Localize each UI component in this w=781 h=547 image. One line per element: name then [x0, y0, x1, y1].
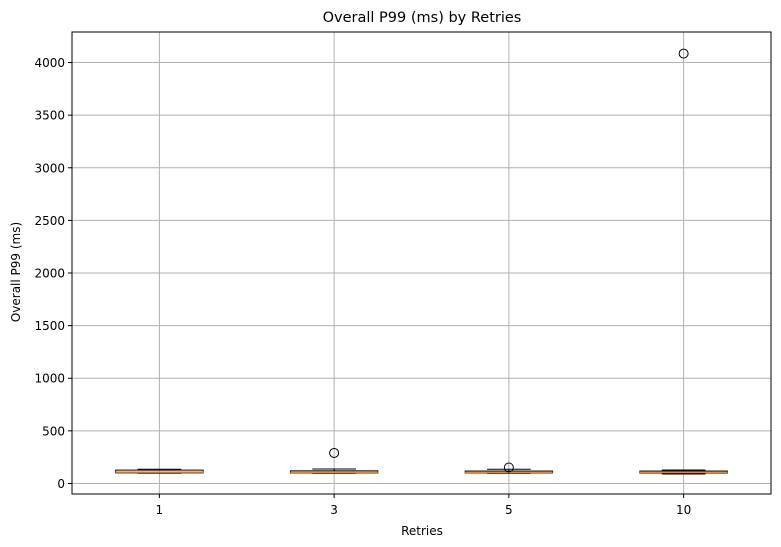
- y-tick-label: 1500: [34, 319, 65, 333]
- y-axis-label: Overall P99 (ms): [9, 222, 23, 322]
- box-marks: [115, 48, 728, 475]
- y-tick-label: 3500: [34, 109, 65, 123]
- outlier-point: [678, 48, 689, 59]
- grid-lines: [72, 32, 771, 494]
- chart-title: Overall P99 (ms) by Retries: [323, 10, 522, 26]
- x-tick-label: 3: [330, 503, 338, 517]
- x-tick-label: 5: [505, 503, 513, 517]
- axis-ticks: 0 500 1000 1500 2000 2500 3000 3500 4000 1 3 5 10: [34, 56, 691, 517]
- x-tick-label: 10: [676, 503, 691, 517]
- x-tick-label: 1: [156, 503, 164, 517]
- y-tick-label: 2500: [34, 214, 65, 228]
- y-tick-label: 2000: [34, 266, 65, 280]
- y-tick-label: 3000: [34, 161, 65, 175]
- x-axis-label: Retries: [401, 524, 443, 538]
- y-tick-label: 1000: [34, 372, 65, 386]
- outlier-point: [503, 462, 514, 473]
- plot-frame: [71, 31, 772, 495]
- y-tick-label: 0: [57, 477, 65, 491]
- y-tick-label: 500: [42, 424, 65, 438]
- outlier-point: [329, 447, 340, 458]
- y-tick-label: 4000: [34, 56, 65, 70]
